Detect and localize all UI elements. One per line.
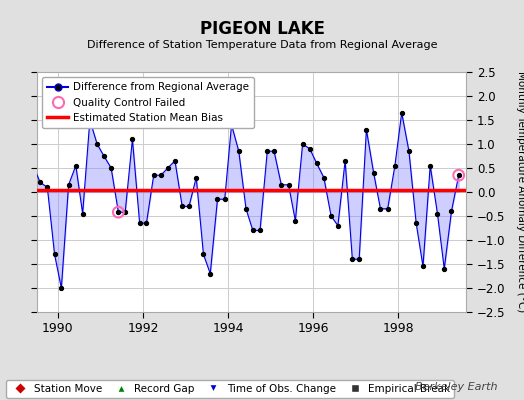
Point (121, 209, 129, 215)
Point (22, 251, 30, 258)
Text: Difference of Station Temperature Data from Regional Average: Difference of Station Temperature Data f… (87, 40, 437, 50)
Point (221, 196, 229, 202)
Point (327, 213, 335, 219)
Point (285, 182, 293, 188)
Point (142, 220, 150, 226)
Point (64, 182, 73, 188)
Point (355, 256, 363, 262)
Point (36, 179, 44, 186)
Point (213, 196, 222, 202)
Legend: Station Move, Record Gap, Time of Obs. Change, Empirical Break: Station Move, Record Gap, Time of Obs. C… (6, 380, 454, 398)
Point (114, 209, 123, 215)
Point (163, 165, 172, 171)
Point (334, 222, 342, 229)
Point (57, 285, 66, 291)
Point (135, 220, 144, 226)
Point (149, 172, 158, 178)
Point (43, 184, 51, 190)
Point (305, 146, 314, 152)
Point (419, 263, 427, 270)
Point (85, 117, 94, 123)
Point (263, 148, 271, 154)
Point (185, 203, 193, 210)
Point (376, 206, 385, 212)
Point (391, 162, 399, 169)
Point (242, 206, 250, 212)
Point (312, 160, 321, 166)
Point (440, 266, 449, 272)
Point (171, 158, 179, 164)
Y-axis label: Monthly Temperature Anomaly Difference (°C): Monthly Temperature Anomaly Difference (… (516, 71, 524, 313)
Text: Berkeley Earth: Berkeley Earth (416, 382, 498, 392)
Point (79, 210, 87, 217)
Point (178, 203, 187, 210)
Point (157, 172, 165, 178)
Point (206, 270, 214, 277)
Point (362, 126, 370, 133)
Point (298, 141, 307, 147)
Point (341, 158, 350, 164)
Point (291, 218, 300, 224)
Point (107, 165, 115, 171)
Point (384, 206, 392, 212)
Point (277, 182, 286, 188)
Point (114, 209, 123, 215)
Point (433, 210, 442, 217)
Point (100, 153, 108, 159)
Text: PIGEON LAKE: PIGEON LAKE (200, 20, 324, 38)
Point (93, 141, 101, 147)
Point (454, 172, 463, 178)
Point (192, 174, 200, 181)
Point (320, 174, 328, 181)
Point (72, 162, 80, 169)
Point (235, 148, 243, 154)
Point (412, 220, 420, 226)
Point (426, 162, 434, 169)
Point (398, 110, 406, 116)
Point (348, 256, 356, 262)
Point (447, 208, 456, 214)
Point (270, 148, 278, 154)
Point (454, 172, 463, 178)
Point (29, 162, 38, 169)
Point (50, 251, 59, 258)
Point (248, 227, 257, 234)
Point (227, 122, 236, 128)
Point (369, 170, 378, 176)
Point (256, 227, 264, 234)
Point (405, 148, 413, 154)
Point (199, 251, 208, 258)
Point (128, 136, 137, 142)
